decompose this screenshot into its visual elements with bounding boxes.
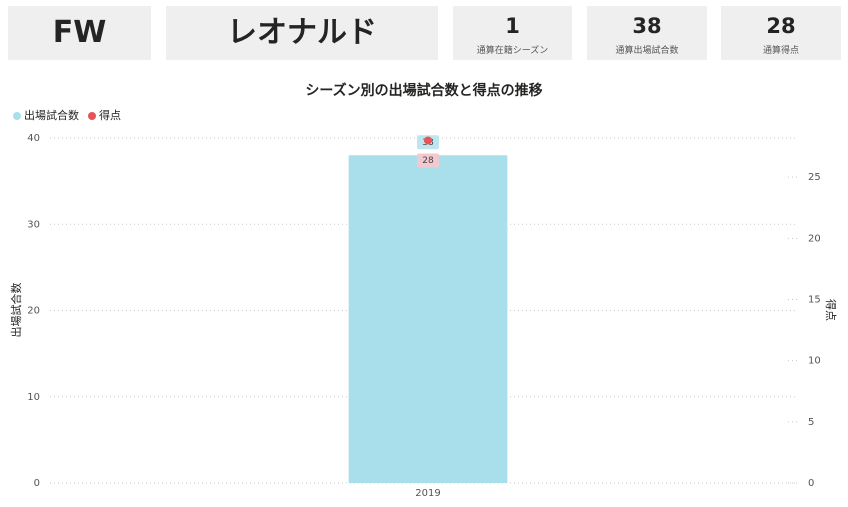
y2-tick-label: 25	[808, 172, 821, 183]
card-value: レオナルド	[227, 15, 377, 50]
y-tick-label: 20	[27, 306, 40, 317]
y-tick-label: 30	[27, 219, 40, 230]
card-label: 通算得点	[762, 46, 799, 56]
y2-tick-label: 10	[808, 356, 821, 367]
x-tick-label: 2019	[415, 488, 440, 499]
data-label: 28	[422, 156, 434, 166]
card-value: 38	[632, 14, 662, 38]
legend-marker	[88, 112, 96, 120]
card: FW	[8, 6, 151, 60]
card: レオナルド	[166, 6, 438, 60]
bar	[348, 155, 508, 483]
card-value: 1	[505, 14, 520, 38]
y-axis-title: 出場試合数	[9, 283, 23, 338]
data-label-box	[417, 153, 439, 168]
legend-label: 得点	[99, 109, 121, 122]
y2-tick-label: 20	[808, 233, 821, 244]
card: 28 通算得点	[721, 6, 841, 60]
card-value: FW	[52, 15, 107, 50]
y2-tick-label: 5	[808, 417, 814, 428]
y-tick-label: 0	[34, 478, 40, 489]
y-tick-label: 10	[27, 392, 40, 403]
y2-tick-label: 0	[808, 478, 814, 489]
card-value: 28	[766, 14, 796, 38]
legend-marker	[13, 112, 21, 120]
chart-title: シーズン別の出場試合数と得点の推移	[305, 82, 542, 99]
card: 38 通算出場試合数	[587, 6, 707, 60]
line-point	[424, 136, 432, 145]
card-label: 通算在籍シーズン	[476, 46, 549, 56]
y-tick-label: 40	[27, 133, 40, 144]
y2-tick-label: 15	[808, 294, 821, 305]
y2-axis-title: 得点	[824, 299, 837, 321]
legend-label: 出場試合数	[24, 108, 79, 122]
card-label: 通算出場試合数	[615, 46, 679, 56]
card: 1 通算在籍シーズン	[453, 6, 572, 60]
